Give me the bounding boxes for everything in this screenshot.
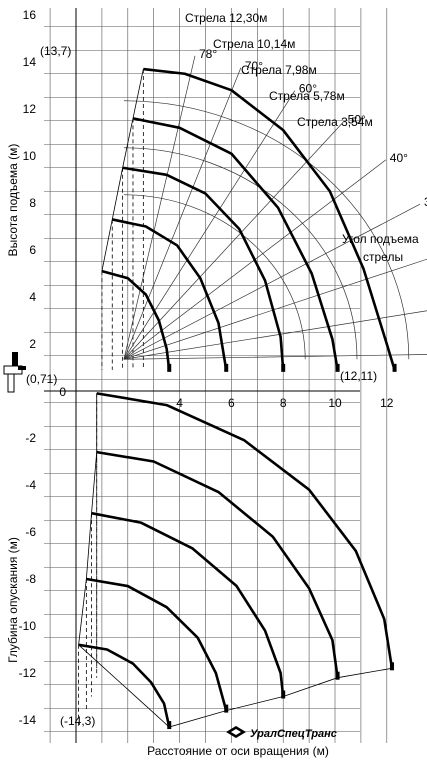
y-tick-label: 10 <box>23 149 37 163</box>
angle-arc <box>123 194 306 360</box>
y-tick-label: -10 <box>19 619 37 633</box>
y-tick-label: -14 <box>19 713 37 727</box>
boom-curve <box>86 577 228 711</box>
angle-ray <box>123 354 427 360</box>
y-tick-label: 4 <box>29 290 36 304</box>
angle-ray <box>123 67 242 360</box>
crane-base-icon <box>3 352 26 393</box>
hook-marker <box>281 690 286 699</box>
angle-ray <box>123 203 421 360</box>
angle-arcs <box>123 100 410 360</box>
hook-marker <box>167 721 172 730</box>
series-label: Стрела 12,30м <box>185 11 267 25</box>
reach-envelope <box>78 68 393 728</box>
angle-label: 50° <box>348 113 366 127</box>
series-label: Стрела 3,54м <box>297 115 373 129</box>
y-tick-label: 16 <box>23 8 37 22</box>
angle-label: 70° <box>245 59 263 73</box>
angle-label: 40° <box>390 151 408 165</box>
angle-ray <box>123 258 427 360</box>
y-tick-label: 12 <box>23 102 37 116</box>
y-tick-label: -4 <box>25 478 36 492</box>
angle-label: 60° <box>299 82 317 96</box>
angle-label: 78° <box>199 47 217 61</box>
boom-curve <box>101 269 171 371</box>
angle-arc <box>123 100 410 360</box>
boom-curve <box>143 67 396 371</box>
brand-text: УралСпецТранс <box>250 728 337 740</box>
series-label: Стрела 7,98м <box>241 63 317 77</box>
y-tick-label: -12 <box>19 666 37 680</box>
annotation-label: (0,71) <box>26 372 57 386</box>
hook-marker <box>335 671 340 680</box>
hook-marker <box>224 363 229 372</box>
labels: 78°70°60°50°40°30°20°10°1°Стрела 12,30мС… <box>26 11 427 728</box>
grid <box>44 8 388 743</box>
x-tick-label: 12 <box>380 396 394 410</box>
angle-title-line2: стрелы <box>363 250 403 264</box>
x-tick-label: 4 <box>176 396 183 410</box>
boom-curve <box>96 450 339 678</box>
y-tick-label: 8 <box>29 196 36 210</box>
x-tick-label: 8 <box>280 396 287 410</box>
hook-marker <box>167 363 172 372</box>
y-axis-title-upper: Высота подъема (м) <box>6 144 20 257</box>
angle-ray <box>123 90 296 360</box>
boom-curve <box>91 511 285 697</box>
y-tick-label: 6 <box>29 243 36 257</box>
boom-curve <box>122 166 285 370</box>
y-axis-title-lower: Глубина опускания (м) <box>6 537 20 663</box>
series-label: Стрела 10,14м <box>213 37 295 51</box>
boom-curve <box>78 643 171 728</box>
boom-curves <box>78 67 397 730</box>
boom-curve <box>96 392 394 669</box>
hook-marker <box>392 363 397 372</box>
axis-ticks: 4 6 8 10 12 0 16 14 12 10 8 6 4 2 -2 -4 -6 -8 -10 -12 -14 <box>19 8 394 727</box>
hook-marker <box>389 662 394 671</box>
hook-marker <box>281 363 286 372</box>
annotation-label: (-14,3) <box>60 714 95 728</box>
annotation-label: (12,11) <box>340 369 377 383</box>
lower-envelope <box>78 393 393 728</box>
brand-logo: УралСпецТранс <box>226 726 337 740</box>
angle-arc <box>123 147 358 360</box>
x-tick-label: 10 <box>328 396 342 410</box>
angle-title-line1: Угол подъема <box>342 232 419 246</box>
y-tick-label: -2 <box>25 431 36 445</box>
boom-curve <box>132 117 339 371</box>
y-tick-label: -8 <box>25 572 36 586</box>
y-tick-label: -6 <box>25 525 36 539</box>
series-label: Стрела 5,78м <box>269 89 345 103</box>
angle-label: 30° <box>424 195 427 209</box>
angle-ray <box>123 55 196 360</box>
x-zero-label: 0 <box>59 385 66 399</box>
y-tick-label: 2 <box>29 337 36 351</box>
x-axis-title: Расстояние от оси вращения (м) <box>147 744 329 758</box>
hook-marker <box>335 363 340 372</box>
upper-envelope <box>101 68 144 272</box>
y-tick-label: 14 <box>23 55 37 69</box>
angle-ray <box>123 310 427 360</box>
boom-curve <box>111 218 228 371</box>
x-tick-label: 6 <box>228 396 235 410</box>
annotation-label: (13,7) <box>40 44 71 58</box>
hook-marker <box>224 704 229 713</box>
